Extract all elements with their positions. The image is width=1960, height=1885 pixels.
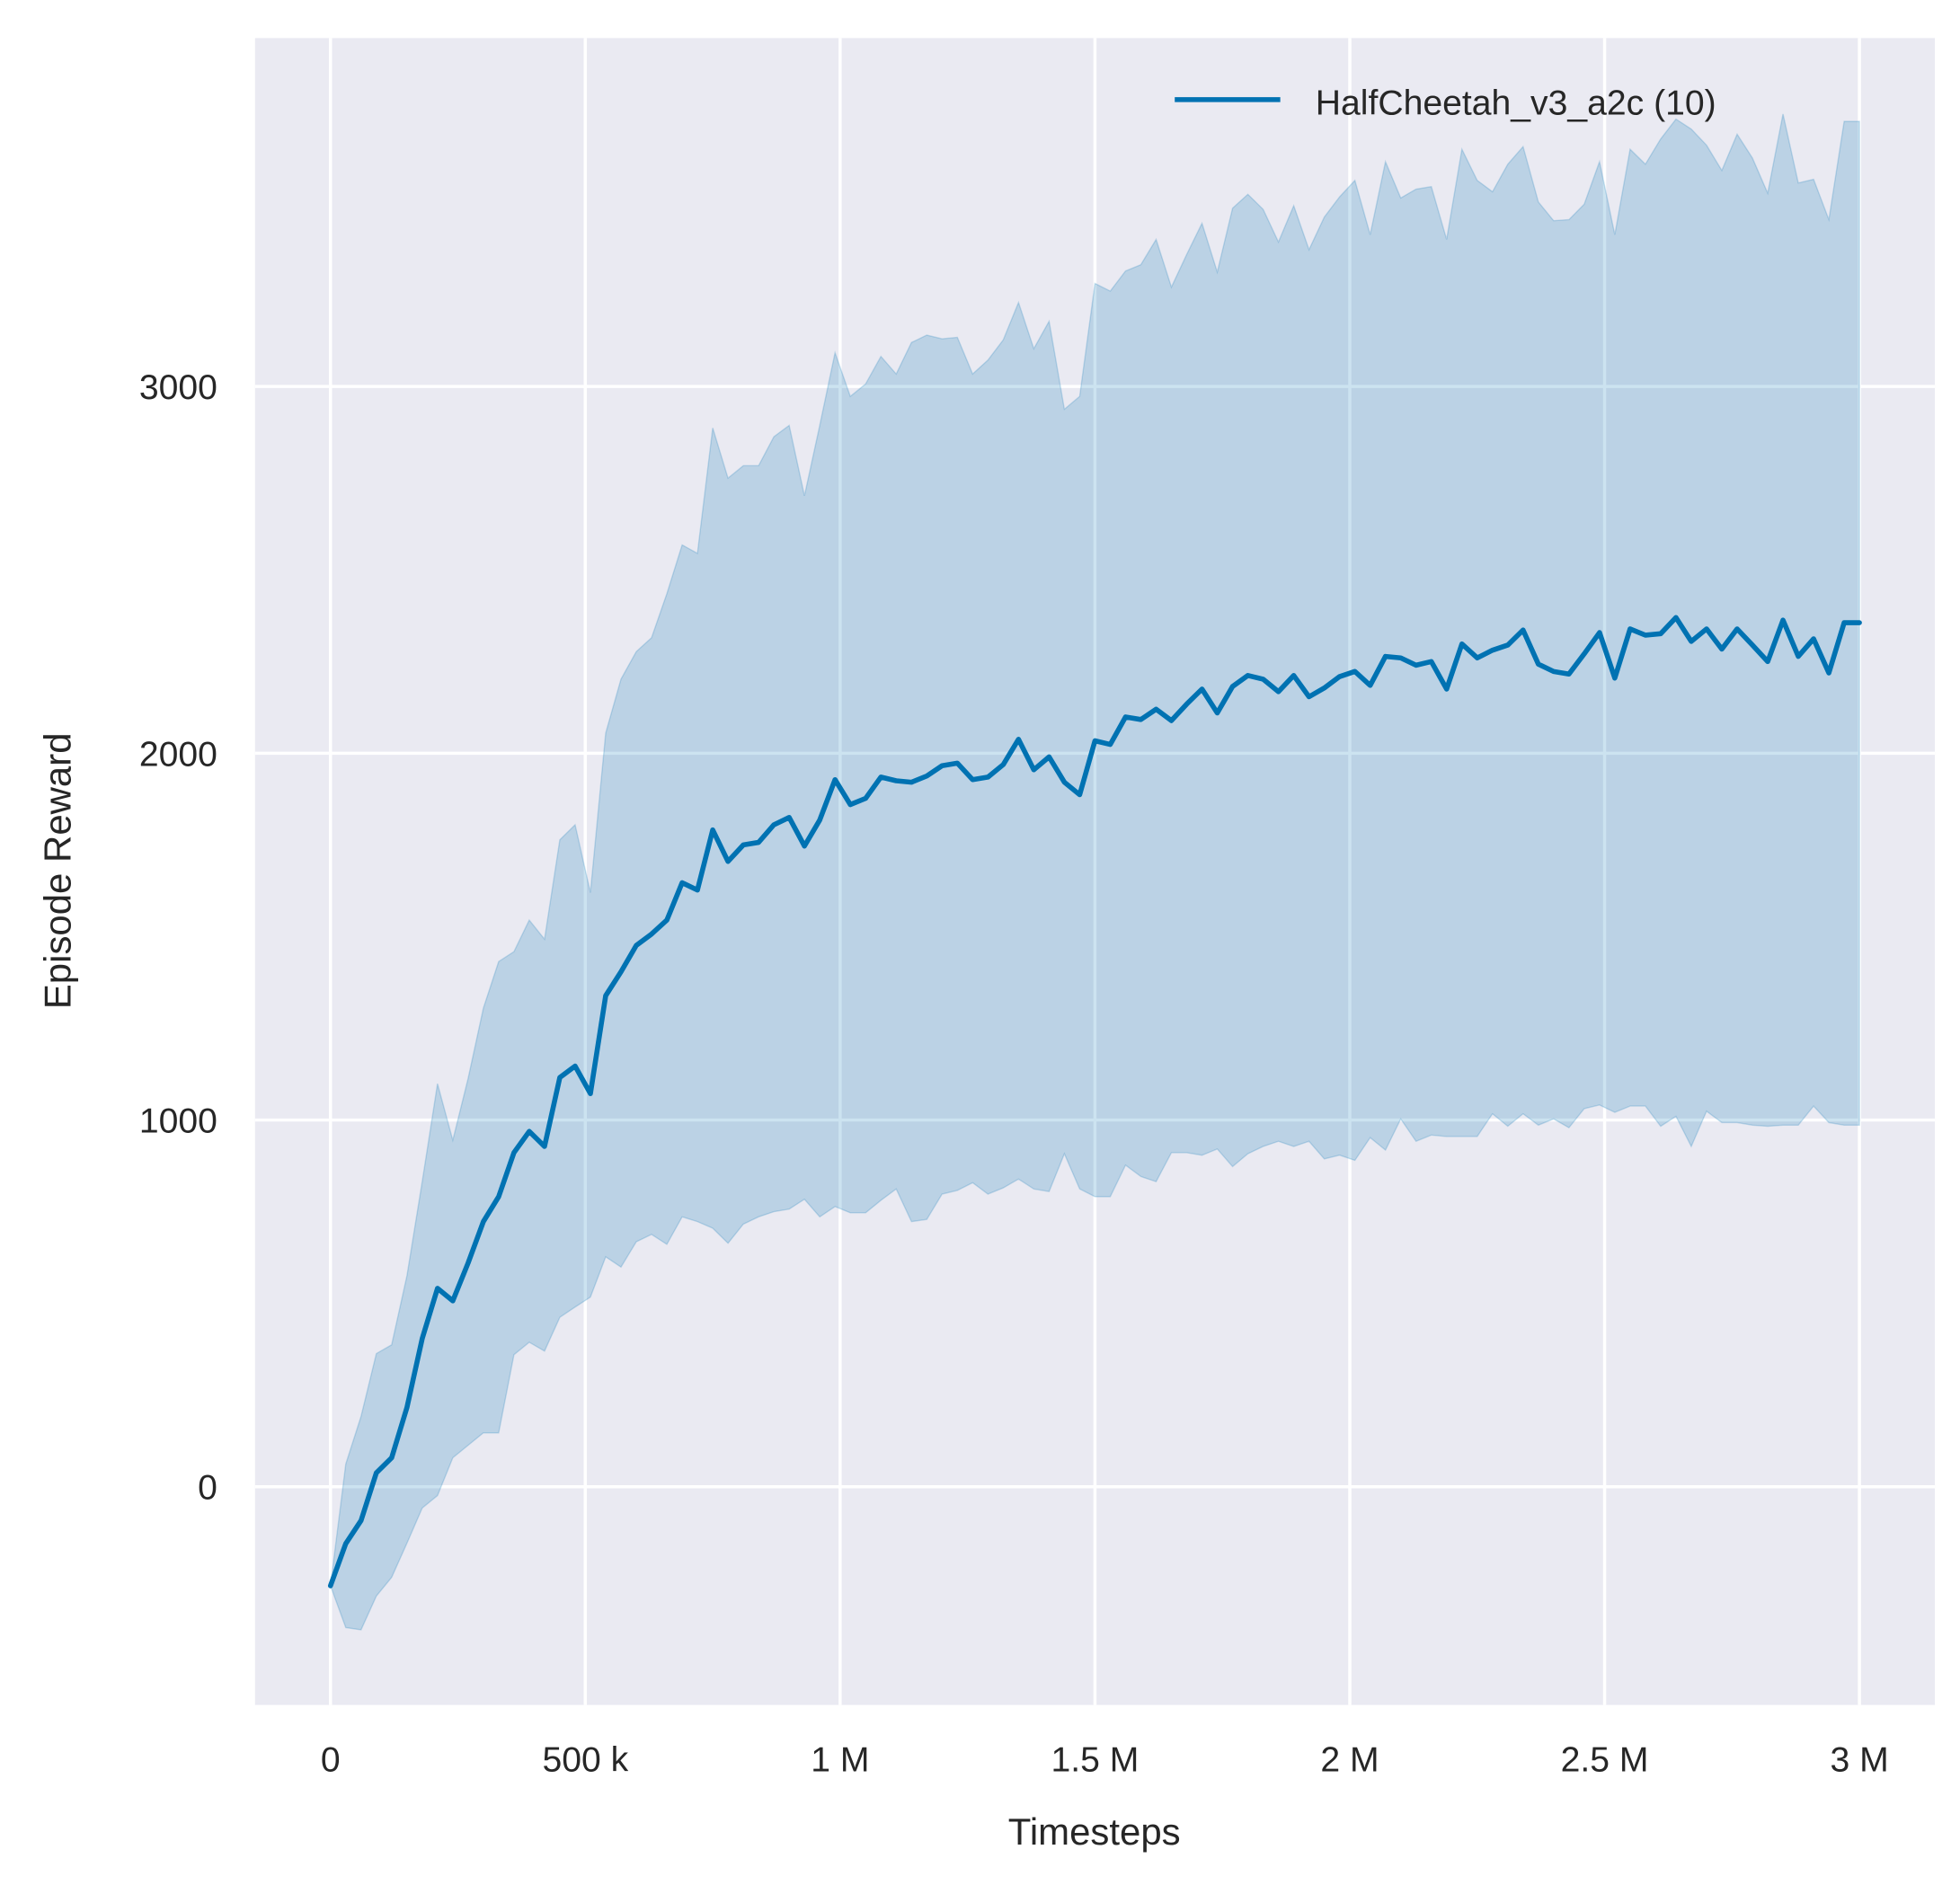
y-tick-label: 0	[198, 1469, 217, 1508]
x-tick-label: 2.5 M	[1561, 1741, 1649, 1780]
x-tick-label: 3 M	[1830, 1741, 1888, 1780]
legend-label: HalfCheetah_v3_a2c (10)	[1316, 84, 1716, 123]
x-tick-label: 1 M	[811, 1741, 869, 1780]
x-tick-label: 0	[321, 1741, 341, 1780]
x-tick-label: 500 k	[542, 1741, 628, 1780]
grid	[254, 38, 1936, 1705]
y-tick-label: 2000	[139, 735, 217, 774]
legend: HalfCheetah_v3_a2c (10)	[1175, 84, 1716, 123]
x-axis-label: Timesteps	[1008, 1810, 1181, 1853]
y-tick-label: 1000	[139, 1102, 217, 1141]
y-tick-label: 3000	[139, 368, 217, 407]
y-axis-label: Episode Reward	[36, 732, 78, 1009]
mean-reward-line	[327, 615, 1862, 1589]
series-layer	[327, 113, 1862, 1631]
y-tick-labels: 0 1000 2000 3000	[139, 368, 217, 1508]
x-tick-labels: 0 500 k 1 M 1.5 M 2 M 2.5 M 3 M	[321, 1741, 1889, 1780]
x-tick-label: 1.5 M	[1051, 1741, 1139, 1780]
x-tick-label: 2 M	[1320, 1741, 1379, 1780]
